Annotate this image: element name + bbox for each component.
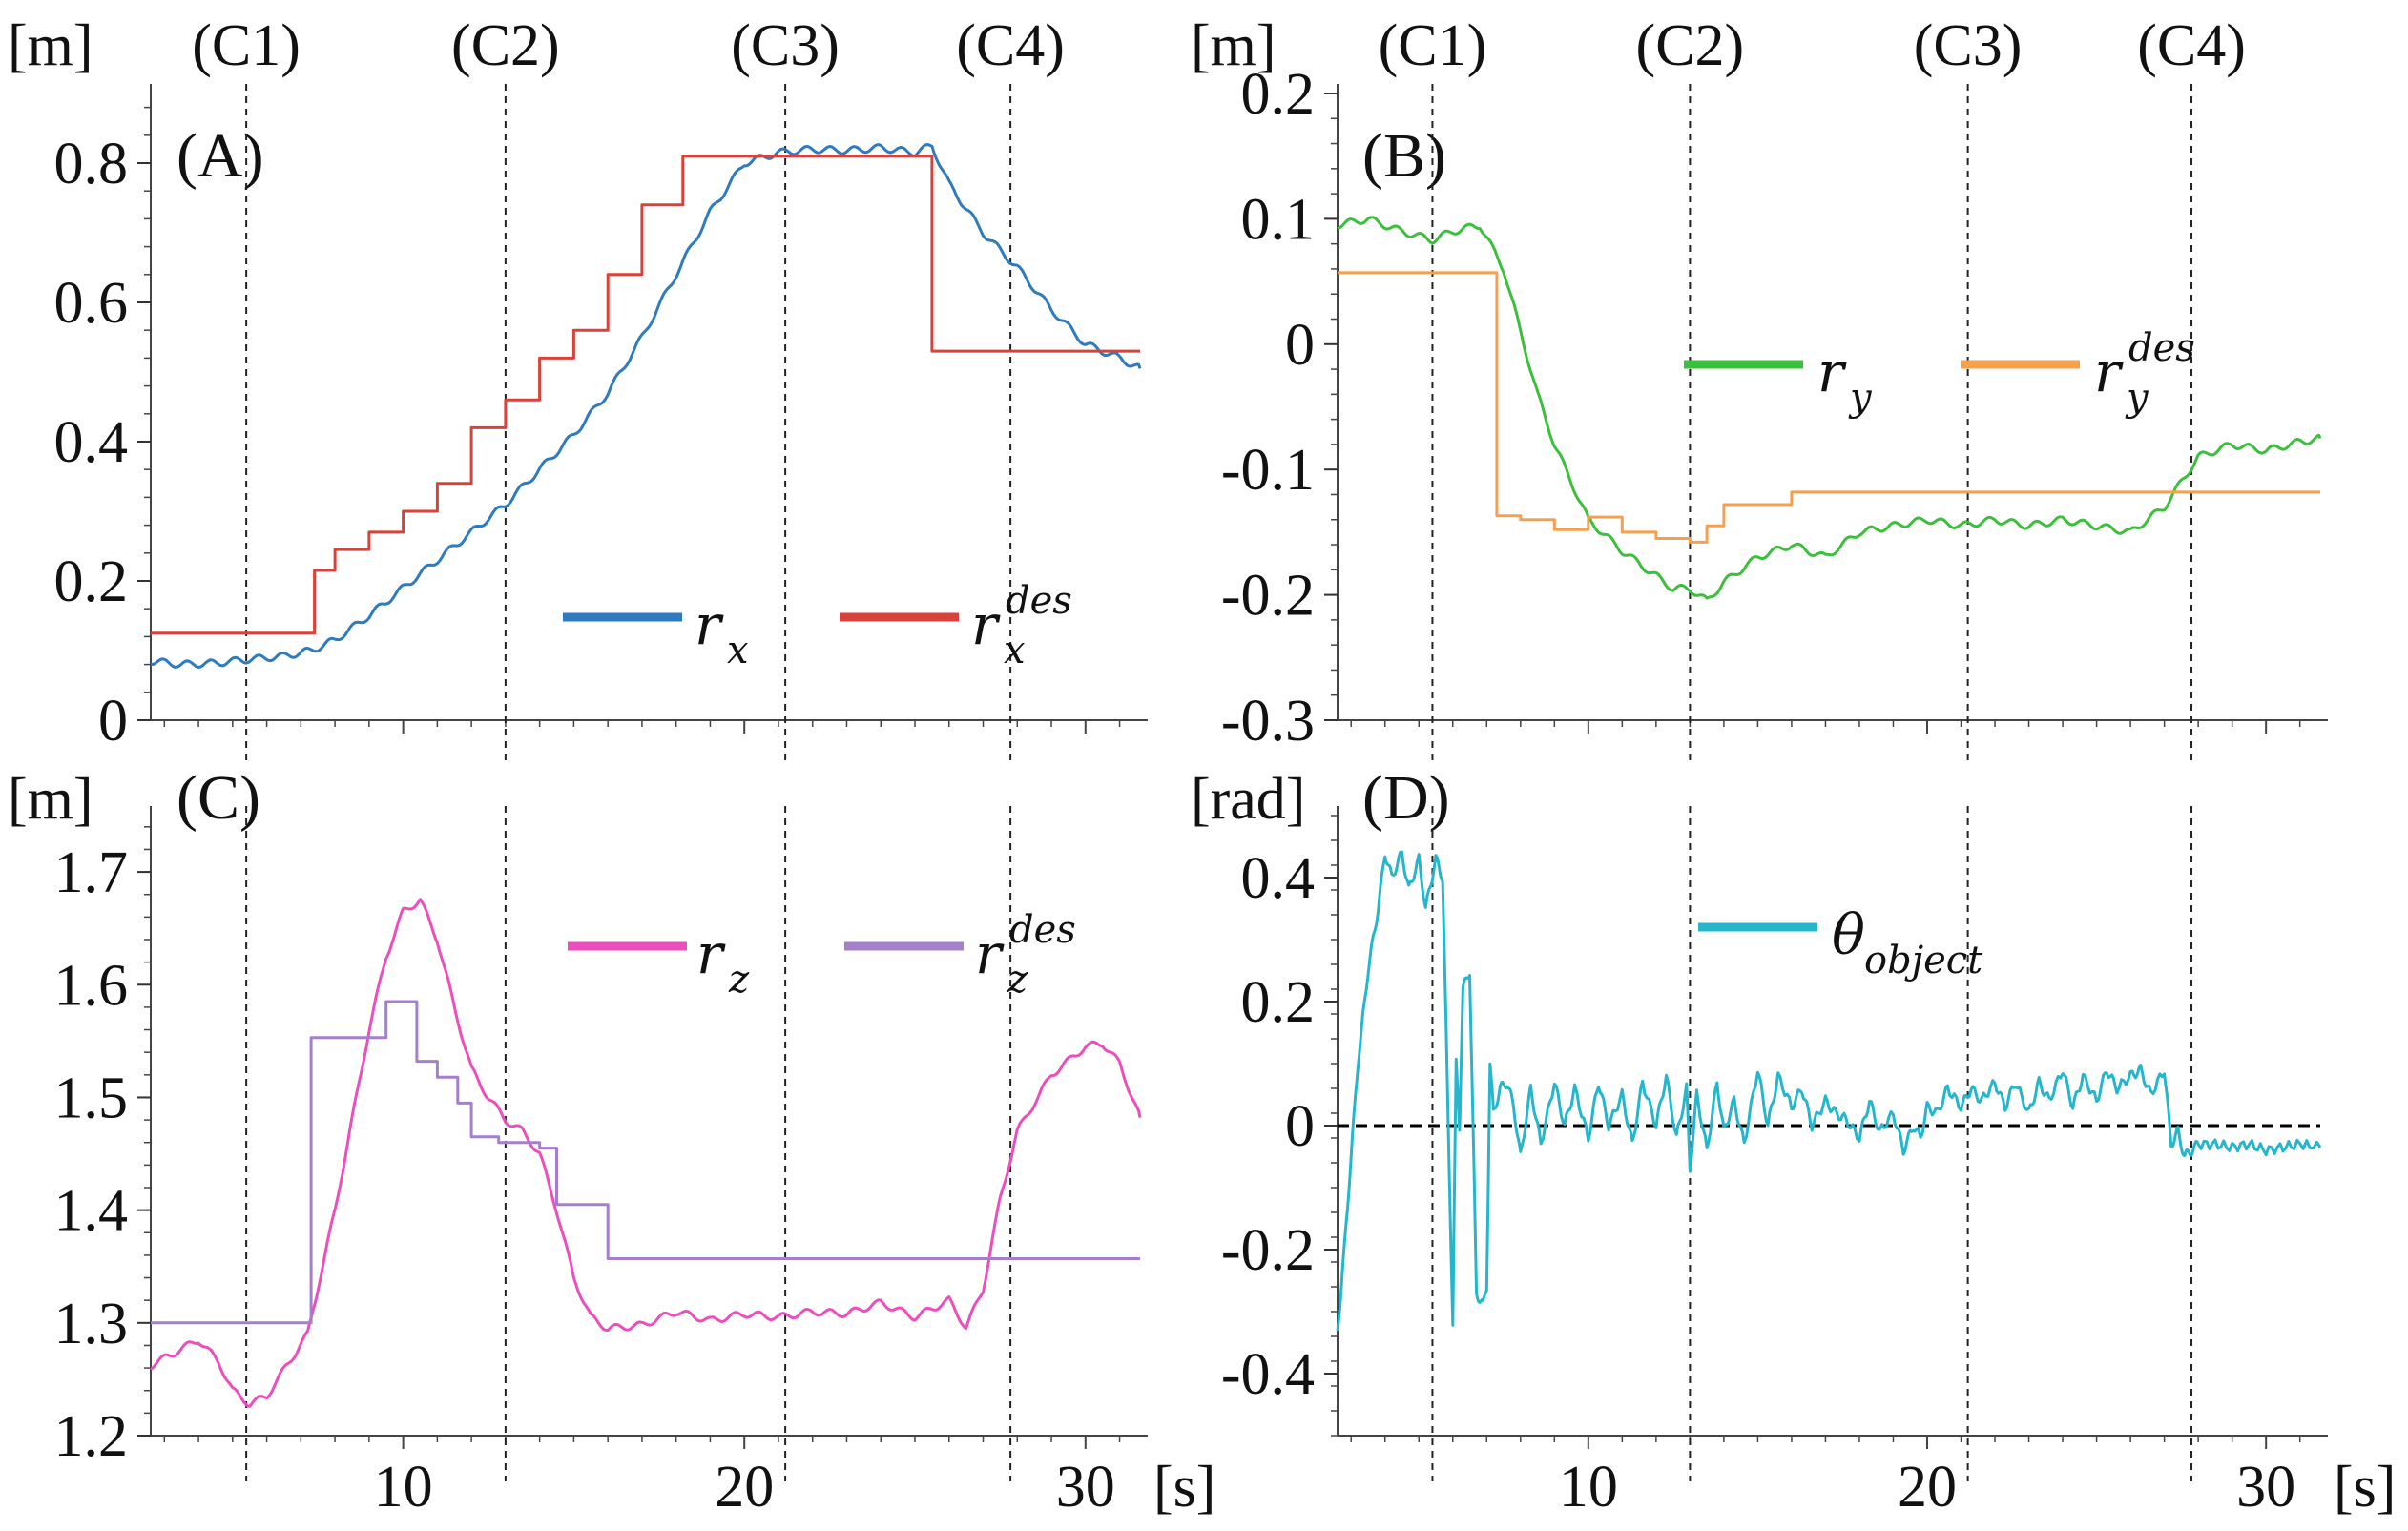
legend-superscript: des	[1006, 579, 1072, 623]
event-marker-label: (C2)	[451, 13, 560, 78]
series-line-a-measured	[151, 143, 1142, 669]
legend-subscript: object	[1864, 939, 1983, 983]
y-tick-label: -0.2	[1221, 564, 1315, 629]
y-tick-label: 0	[1285, 1094, 1315, 1159]
y-tick-label: -0.1	[1221, 438, 1315, 503]
panel-label: (A)	[176, 121, 264, 191]
x-tick-label: 30	[1056, 1455, 1115, 1520]
y-unit-label: [m]	[8, 13, 93, 78]
y-tick-label: 1.4	[54, 1179, 129, 1244]
legend-label: r	[1817, 340, 1847, 404]
x-unit-label: [s]	[2334, 1455, 2396, 1520]
legend-subscript: z	[1007, 958, 1028, 1002]
series-line-c-measured	[150, 898, 1142, 1408]
x-tick-label: 10	[1559, 1455, 1618, 1520]
y-unit-label: [rad]	[1191, 767, 1305, 832]
series-line-a-desired	[151, 155, 1140, 635]
legend-subscript: y	[2125, 376, 2149, 420]
x-tick-label: 30	[2236, 1455, 2295, 1520]
legend-superscript: des	[2128, 326, 2195, 370]
series-line-d-measured	[1336, 850, 2322, 1332]
x-tick-label: 10	[374, 1455, 433, 1520]
y-unit-label: [m]	[1191, 13, 1277, 78]
y-tick-label: 1.2	[54, 1404, 129, 1469]
event-marker-label: (C2)	[1636, 13, 1745, 78]
series-line-c-desired	[151, 1000, 1140, 1325]
y-tick-label: 0.2	[1241, 970, 1316, 1035]
legend-subscript: z	[728, 958, 750, 1002]
event-marker-label: (C4)	[2137, 13, 2246, 78]
panel-label: (B)	[1362, 121, 1446, 191]
y-tick-label: 0.8	[54, 132, 129, 197]
legend-label: r	[2094, 340, 2124, 404]
y-tick-label: 1.6	[54, 953, 129, 1018]
y-tick-label: 0.4	[54, 410, 129, 475]
event-marker-label: (C1)	[192, 13, 301, 78]
y-tick-label: 0.1	[1241, 187, 1316, 252]
legend-label: r	[696, 921, 726, 986]
legend-subscript: y	[1848, 376, 1873, 420]
panel-label: (D)	[1362, 763, 1450, 833]
y-tick-label: 1.3	[54, 1292, 129, 1356]
legend-subscript: x	[1004, 629, 1026, 672]
legend-label: r	[975, 921, 1005, 986]
y-tick-label: 0.2	[1241, 62, 1316, 127]
event-marker-label: (C3)	[1914, 13, 2023, 78]
y-tick-label: 1.7	[54, 840, 129, 905]
y-tick-label: 0	[98, 689, 128, 754]
legend-label: θ	[1832, 902, 1865, 967]
panel-d: -0.4 -0.2 0 0.2 0.4 10 20 30 [s] [rad] (D) θ object	[1191, 763, 2396, 1520]
panel-b: -0.3 -0.2 -0.1 0 0.1 0.2[m] (B) (C1) (C2) (C3) (C4…	[1191, 13, 2328, 766]
y-tick-label: -0.2	[1221, 1218, 1315, 1283]
y-tick-label: 0	[1285, 313, 1315, 378]
series-line-b-measured	[1337, 216, 2322, 600]
legend-superscript: des	[1009, 908, 1076, 952]
event-marker-label: (C3)	[731, 13, 840, 78]
panel-label: (C)	[176, 763, 260, 833]
legend-label: r	[695, 592, 724, 657]
legend-label: r	[971, 592, 1001, 657]
event-marker-label: (C1)	[1379, 13, 1487, 78]
x-unit-label: [s]	[1153, 1455, 1215, 1520]
x-tick-label: 20	[715, 1455, 774, 1520]
legend-subscript: x	[727, 629, 749, 672]
y-tick-label: -0.3	[1221, 689, 1315, 754]
y-tick-label: -0.4	[1221, 1342, 1315, 1407]
event-marker-label: (C4)	[956, 13, 1065, 78]
panel-a: 00.20.40.60.8[m](A)(C1) (C2) (C3) (C4)r x r xd…	[8, 13, 1148, 766]
y-tick-label: 0.2	[54, 549, 129, 614]
y-tick-label: 1.5	[54, 1065, 129, 1130]
y-tick-label: 0.6	[54, 271, 129, 336]
series-line-b-desired	[1338, 271, 2320, 544]
x-tick-label: 20	[1898, 1455, 1957, 1520]
y-tick-label: 0.4	[1241, 846, 1316, 911]
y-unit-label: [m]	[8, 767, 93, 832]
